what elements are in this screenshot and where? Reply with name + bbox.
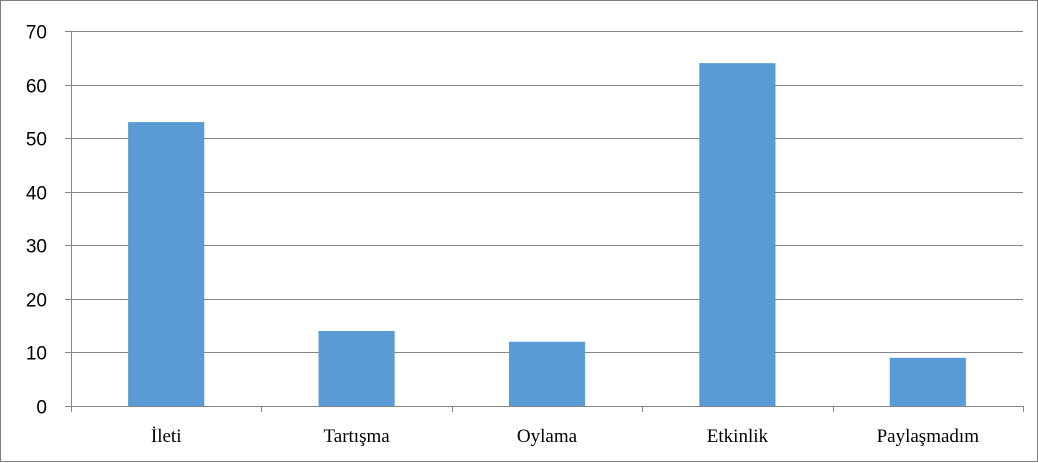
x-tick-label: Paylaşmadım: [877, 426, 980, 447]
y-tick-label: 20: [26, 291, 47, 312]
y-tick-label: 10: [26, 344, 47, 365]
bar-1: [128, 122, 205, 407]
x-tick-label: Oylama: [517, 426, 578, 447]
y-tick-label: 50: [26, 130, 47, 151]
y-tick-label: 30: [26, 237, 47, 258]
bar-2: [318, 331, 395, 406]
tick-labels: 0 10 20 30 40 50 60 70 İleti Tartışma Oylama Etkinl…: [26, 23, 979, 448]
axes: [65, 31, 1024, 412]
x-tick-label: İleti: [151, 426, 182, 447]
bars: [128, 63, 966, 407]
x-tick-label: Etkinlik: [707, 426, 769, 447]
y-tick-label: 40: [26, 184, 47, 205]
gridlines: [71, 31, 1023, 353]
bar-5: [889, 357, 966, 406]
bar-4: [699, 63, 776, 407]
x-tick-label: Tartışma: [323, 426, 390, 447]
y-tick-label: 70: [26, 23, 47, 44]
bar-3: [508, 341, 586, 406]
y-tick-label: 0: [36, 398, 47, 419]
y-tick-label: 60: [26, 77, 47, 98]
